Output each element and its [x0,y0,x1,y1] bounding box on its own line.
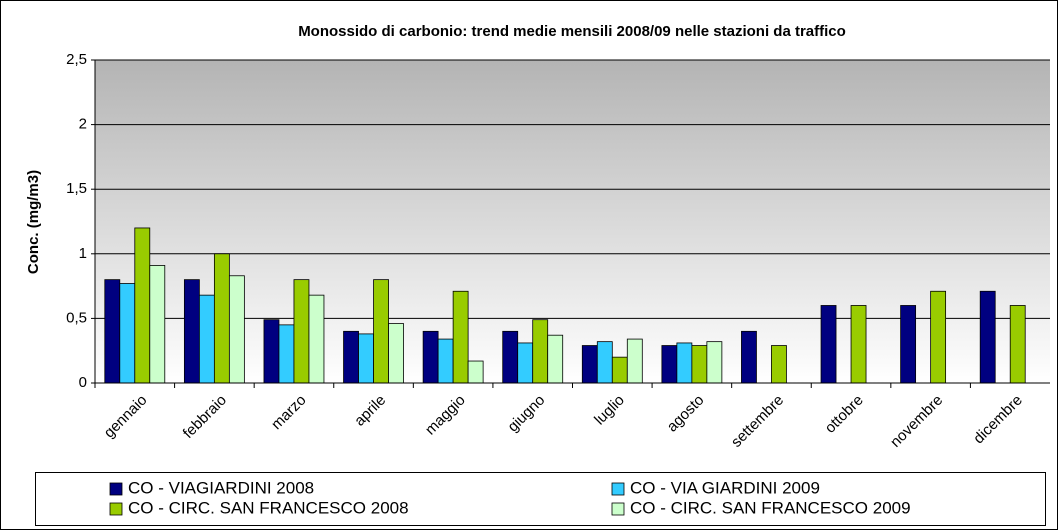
bar [213,253,230,384]
bar [149,265,166,384]
bar [771,345,787,384]
bar [119,283,136,384]
bar [263,319,280,384]
bar [547,334,564,384]
y-tick-label: 1,5 [66,180,87,197]
legend-label: CO - CIRC. SAN FRANCESCO 2009 [630,498,911,517]
bar [691,345,708,384]
legend-swatch [109,482,123,496]
bar [373,279,389,384]
bar [278,324,295,384]
y-tick-label: 2 [79,116,87,133]
bar [930,290,947,384]
bar [661,345,678,384]
y-tick-label: 0,5 [66,309,87,326]
bar [228,275,245,384]
bar [422,330,439,384]
bar [308,294,325,384]
legend-swatch [611,482,625,496]
legend-swatch [109,502,123,516]
chart-title: Monossido di carbonio: trend medie mensi… [298,23,846,40]
bar [741,330,757,384]
bar [502,330,519,384]
bar [134,227,151,384]
legend-label: CO - CIRC. SAN FRANCESCO 2008 [128,498,409,517]
legend-label: CO - VIA GIARDINI 2009 [630,478,820,497]
bar [343,330,359,384]
bar [293,279,310,384]
legend-swatch [611,502,625,516]
plot-area [95,60,1050,383]
bar [183,279,200,384]
bar [900,305,917,384]
bar [626,338,643,384]
bar [452,290,469,384]
bar [198,294,215,384]
bar [532,319,549,384]
bar [467,360,484,384]
bar [388,323,404,384]
y-tick-label: 0 [79,374,87,391]
bar [596,341,613,384]
legend [35,472,1046,526]
bar [1009,305,1026,384]
bar [517,342,534,384]
bar [104,279,121,384]
y-axis-label: Conc. (mg/m3) [25,170,42,274]
bar [850,305,867,384]
y-tick-label: 2,5 [66,51,87,68]
legend-label: CO - VIAGIARDINI 2008 [128,478,314,497]
y-tick-label: 1 [79,245,87,262]
bar [979,290,996,384]
bar [358,333,374,384]
bar [581,345,598,384]
bar [611,356,628,384]
bar [676,342,693,384]
bar [706,341,723,384]
bar [437,338,454,384]
bar [820,305,837,384]
